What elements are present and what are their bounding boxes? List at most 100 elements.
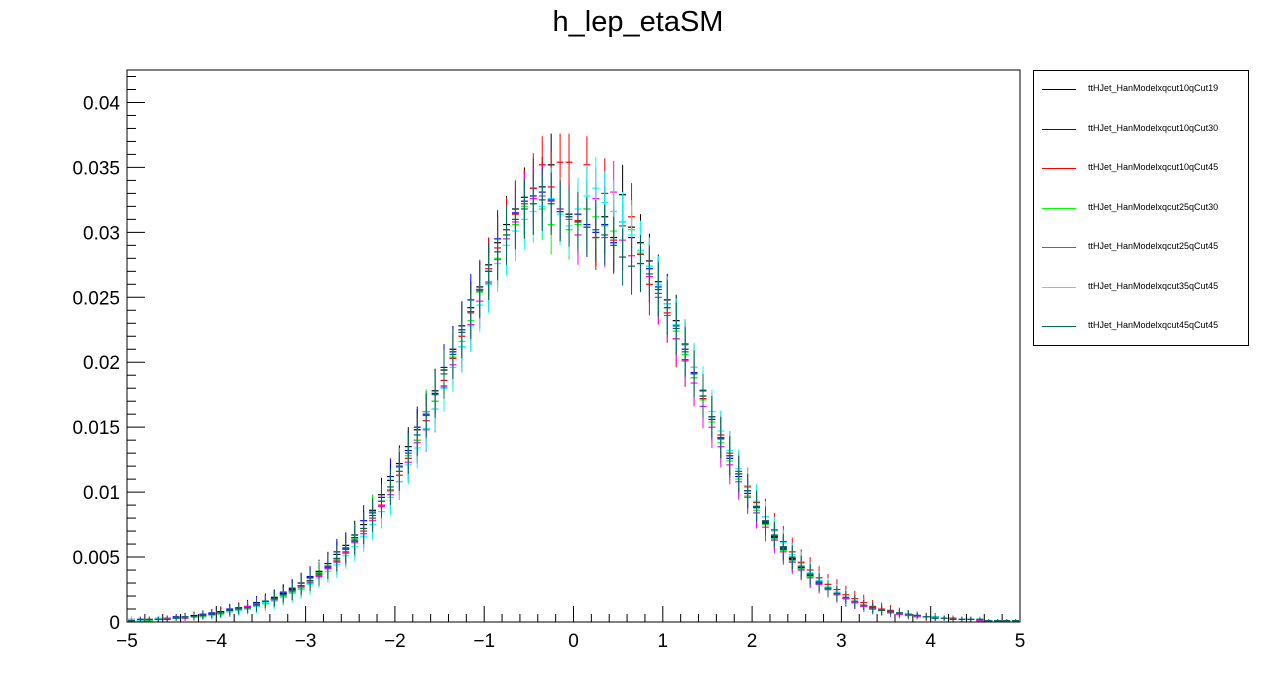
x-tick-label: −5 [116,631,138,652]
data-point [288,581,296,600]
data-point [422,393,430,438]
data-point [253,598,260,612]
x-tick-label: −3 [295,631,317,652]
data-point [770,521,778,548]
y-tick-label: 0.02 [83,353,120,374]
data-point [351,525,359,555]
data-point [574,192,582,252]
data-point [413,414,421,456]
data-point [842,590,850,604]
data-point [672,302,680,355]
y-tick-label: 0.03 [83,223,120,244]
data-point [958,616,966,622]
legend-swatch [1042,247,1076,248]
data-point [449,329,457,380]
data-point [369,498,377,533]
data-point [494,223,502,281]
x-tick-label: 1 [658,631,669,652]
data-series-group [128,133,1019,622]
data-point [145,616,153,622]
data-point [637,234,644,293]
legend-swatch [1042,326,1076,327]
data-point [726,436,734,476]
data-point [851,594,859,608]
data-point [878,605,886,616]
data-point [690,350,698,398]
y-tick-label: 0.04 [83,93,120,114]
data-point [440,349,448,399]
data-point [663,280,671,335]
data-point [378,484,385,519]
data-point [154,616,162,622]
data-point [654,262,662,317]
data-point [404,432,412,474]
data-point [949,616,957,622]
legend-entry: ttHJet_HanModelxqcut25qCut45 [1034,238,1250,258]
legend-label: ttHJet_HanModelxqcut35qCut45 [1088,280,1219,291]
axes-group: −5 −4 −3 −2 −1 0 1 2 3 4 5 0 0.005 0.01 0.015 0.02 0.025… [72,69,1025,652]
x-tick-label: 3 [836,631,847,652]
data-point [860,599,868,611]
data-point [762,506,769,535]
series-7 [128,168,1019,622]
data-point [717,416,725,459]
data-point [217,609,225,617]
legend-entry: ttHJet_HanModelxqcut10qCut45 [1034,159,1250,179]
legend-label: ttHJet_HanModelxqcut25qCut45 [1088,241,1219,251]
data-point [592,199,600,260]
legend-label: ttHJet_HanModelxqcut10qCut30 [1088,122,1219,133]
data-point [699,373,707,419]
data-point [681,327,689,377]
data-point [708,396,716,438]
data-point [529,172,537,235]
data-point [583,197,591,258]
x-tick-label: −4 [205,631,227,652]
x-tick-label: −1 [473,631,495,652]
y-tick-label: 0.035 [72,158,120,179]
data-point [610,216,618,274]
series-3 [128,133,1019,622]
data-point [940,615,948,621]
data-point [467,284,475,339]
legend-label: ttHJet_HanModelxqcut10qCut19 [1088,83,1219,93]
series-6 [128,157,1019,622]
y-tick-label: 0.015 [72,418,120,439]
data-point [136,616,144,622]
data-point [744,473,752,508]
y-tick-label: 0.01 [83,483,120,504]
data-point [565,133,573,191]
data-point [279,586,287,603]
legend-entry: ttHJet_HanModelxqcut45qCut45 [1034,317,1250,337]
data-point [181,614,189,620]
legend-label: ttHJet_HanModelxqcut10qCut45 [1088,162,1219,172]
data-point [360,512,368,545]
legend-label: ttHJet_HanModelxqcut45qCut45 [1088,320,1219,330]
data-point [913,612,921,619]
data-point [226,605,234,616]
legend-entry: ttHJet_HanModelxqcut10qCut30 [1034,120,1250,140]
data-point [235,603,243,615]
data-point [315,562,323,586]
x-tick-label: 4 [925,631,936,652]
legend-swatch [1042,89,1076,90]
data-point [824,580,832,597]
data-point [547,172,555,235]
data-point [869,602,877,613]
legend-swatch [1042,286,1076,288]
data-point [199,611,207,620]
data-point [976,618,984,621]
data-point [538,168,546,232]
series-1 [128,133,1019,622]
data-point [833,585,841,602]
data-point [797,555,805,577]
data-point [904,610,912,619]
data-point [395,451,403,491]
legend-label: ttHJet_HanModelxqcut25qCut30 [1088,201,1219,212]
data-point [503,205,510,265]
data-point [601,205,609,265]
data-point [190,614,198,620]
data-point [753,490,761,522]
data-point [628,237,636,295]
y-tick-label: 0 [109,613,120,634]
